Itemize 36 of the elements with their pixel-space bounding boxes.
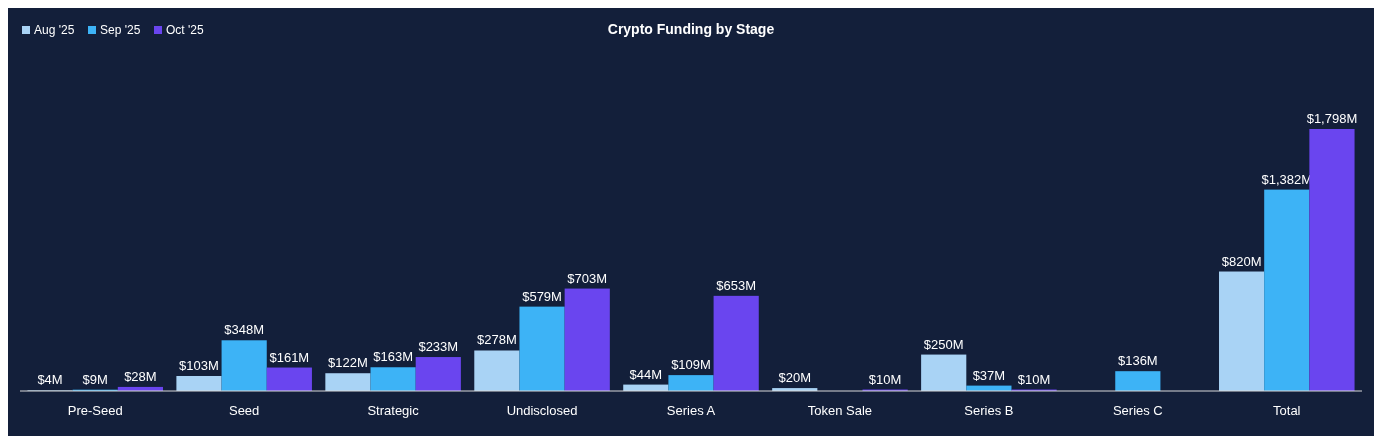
legend-label: Aug '25 xyxy=(34,23,75,37)
data-label: $109M xyxy=(671,357,711,373)
data-label: $250M xyxy=(923,336,964,352)
data-label: $9M xyxy=(82,371,108,387)
x-tick-label: Token Sale xyxy=(807,403,873,418)
x-tick-label: Series B xyxy=(964,403,1014,418)
data-label: $233M xyxy=(418,339,459,355)
data-label: $579M xyxy=(522,288,562,304)
data-label: $10M xyxy=(1017,371,1051,387)
data-label: $103M xyxy=(179,357,219,373)
x-tick-label: Total xyxy=(1273,403,1301,418)
x-tick-label: Seed xyxy=(228,403,260,418)
x-tick-label: Series A xyxy=(666,403,716,418)
data-label: $44M xyxy=(629,366,663,382)
data-label: $136M xyxy=(1117,353,1158,369)
x-tick-label: Strategic xyxy=(367,403,420,418)
legend-label: Sep '25 xyxy=(100,23,141,37)
data-label: $820M xyxy=(1221,253,1262,269)
data-label: $37M xyxy=(972,367,1006,383)
data-label: $348M xyxy=(224,322,265,338)
data-label: $703M xyxy=(567,270,608,286)
data-label: $10M xyxy=(868,371,902,387)
x-tick-label: Undisclosed xyxy=(506,403,578,418)
data-label: $161M xyxy=(269,349,310,365)
data-label: $4M xyxy=(37,372,63,388)
data-label: $1,798M xyxy=(1306,111,1358,126)
data-label: $163M xyxy=(373,349,413,365)
chart-title: Crypto Funding by Stage xyxy=(607,21,775,37)
data-label: $278M xyxy=(477,332,517,348)
data-label: $122M xyxy=(328,355,368,371)
x-tick-label: Pre-Seed xyxy=(67,403,123,418)
data-label: $28M xyxy=(124,368,157,384)
data-label: $20M xyxy=(778,370,812,386)
data-label: $653M xyxy=(716,277,757,293)
legend-label: Oct '25 xyxy=(166,23,204,37)
x-tick-label: Series C xyxy=(1112,403,1163,418)
